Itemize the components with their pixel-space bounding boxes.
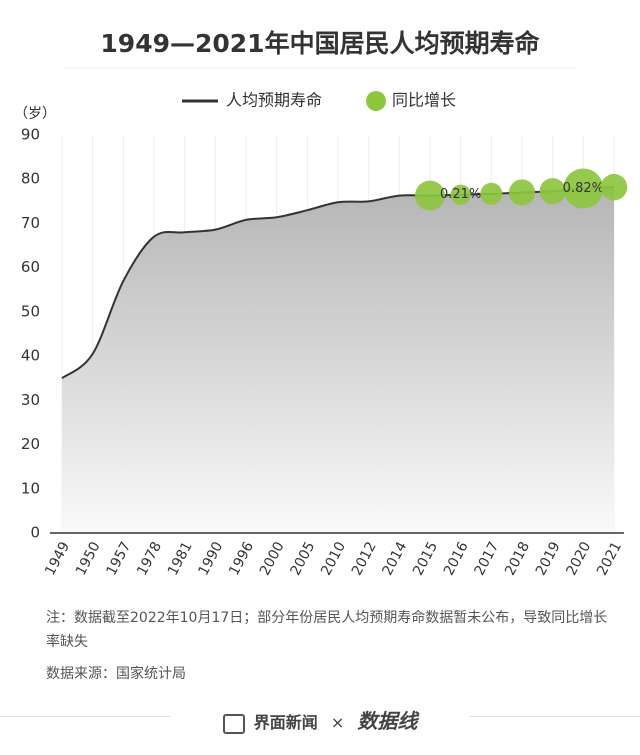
legend-dot: [366, 91, 386, 111]
footer-times: ×: [330, 713, 345, 732]
y-tick-label: 10: [21, 479, 40, 497]
x-tick-label: 1996: [226, 539, 257, 578]
data-label: 0.21%: [440, 187, 481, 202]
y-tick-label: 50: [21, 302, 40, 320]
y-tick-label: 70: [21, 214, 40, 232]
y-tick-label: 60: [21, 258, 40, 276]
x-tick-label: 2016: [441, 539, 472, 578]
x-tick-label: 2012: [349, 539, 380, 578]
y-tick-label: 80: [21, 170, 40, 188]
y-tick-label: 90: [21, 126, 40, 144]
bubble: [539, 178, 566, 205]
y-tick-label: 0: [30, 524, 40, 542]
x-tick-label: 1990: [196, 539, 227, 578]
bubble: [450, 184, 471, 205]
area: [62, 187, 614, 533]
x-tick-label: 2015: [410, 539, 441, 578]
x-tick-label: 1957: [104, 539, 135, 578]
chart-title: 1949—2021年中国居民人均预期寿命: [100, 29, 540, 58]
x-tick-label: 2018: [502, 539, 533, 578]
legend-label: 人均预期寿命: [226, 91, 322, 110]
x-tick-label: 1950: [73, 539, 104, 578]
bubble: [508, 179, 536, 206]
bubble: [563, 168, 604, 209]
x-tick-label: 1949: [42, 539, 73, 578]
footer: 界面新闻 × 数据线: [0, 705, 640, 734]
footer-rule: [0, 716, 170, 717]
x-tick-label: 2019: [533, 539, 564, 578]
bubble: [600, 173, 628, 201]
chart: 1949—2021年中国居民人均预期寿命 （岁） 0 10 20 30 40 50 60 70…: [14, 29, 628, 578]
legend-label: 同比增长: [392, 91, 456, 110]
x-tick-label: 1981: [165, 539, 196, 578]
note: 注：数据截至2022年10月17日；部分年份居民人均预期寿命数据暂未公布，导致同…: [46, 610, 608, 650]
x-tick-label: 1978: [134, 539, 165, 578]
y-tick-label: 30: [21, 391, 40, 409]
x-tick-label: 2000: [257, 539, 288, 578]
y-tick-label: 40: [21, 347, 40, 365]
footer-brand: 界面新闻: [253, 713, 318, 732]
y-axis-label: （岁）: [14, 106, 56, 122]
x-tick-label: 2017: [472, 539, 503, 578]
x-tick-label: 2010: [318, 539, 349, 578]
source: 数据来源：国家统计局: [46, 666, 186, 682]
footer-brand: 数据线: [357, 709, 418, 733]
bubble: [415, 180, 445, 211]
data-label: 0.82%: [563, 181, 604, 196]
logo-icon: [222, 713, 245, 734]
x-tick-label: 2020: [564, 539, 595, 578]
x-tick-label: 2021: [594, 539, 625, 578]
x-tick-label: 2014: [380, 539, 411, 578]
footer-rule: [470, 716, 640, 717]
x-tick-label: 2005: [288, 539, 319, 578]
y-tick-label: 20: [21, 435, 40, 453]
bubble: [480, 182, 503, 205]
